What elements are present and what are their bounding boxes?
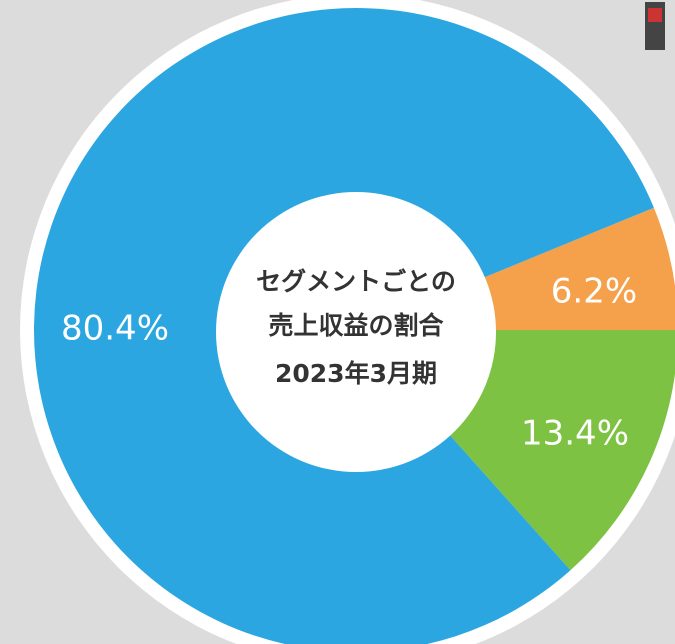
- value-label: 13.4%: [521, 414, 629, 454]
- donut-hole: [216, 192, 496, 472]
- center-title: 売上収益の割合: [268, 311, 444, 340]
- center-title: 2023年3月期: [275, 359, 437, 388]
- value-label: 80.4%: [61, 309, 169, 349]
- center-title: セグメントごとの: [256, 267, 456, 296]
- value-label: 6.2%: [551, 272, 637, 312]
- thumbnail-detail: [648, 8, 662, 22]
